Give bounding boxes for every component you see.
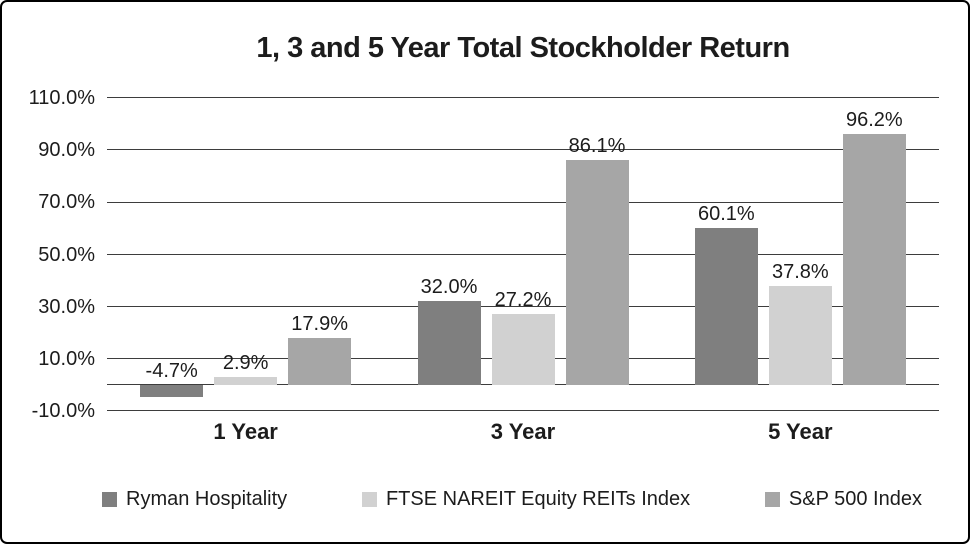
bar-s-p-500-index-1-year xyxy=(288,338,352,385)
value-label-s-p-500-index-5-year: 96.2% xyxy=(845,108,903,131)
bar-ftse-nareit-equity-reits-index-3-year xyxy=(491,313,555,385)
chart-title: 1, 3 and 5 Year Total Stockholder Return xyxy=(256,32,790,64)
y-tick-label: 90.0% xyxy=(38,139,95,162)
value-label-ryman-hospitality-3-year: 32.0% xyxy=(420,276,478,299)
value-label-ryman-hospitality-5-year: 60.1% xyxy=(697,203,755,226)
gridline xyxy=(107,305,939,307)
bar-ryman-hospitality-5-year xyxy=(694,228,758,385)
legend-label: Ryman Hospitality xyxy=(126,488,288,510)
gridline xyxy=(107,149,939,151)
bar-ftse-nareit-equity-reits-index-1-year xyxy=(214,377,278,385)
legend-item-ryman-hospitality: Ryman Hospitality xyxy=(102,487,287,511)
legend-item-s-p-500-index: S&P 500 Index xyxy=(764,487,922,511)
category-label-5-year: 5 Year xyxy=(768,419,833,444)
y-tick-label: -10.0% xyxy=(31,400,95,422)
bar-s-p-500-index-5-year xyxy=(842,133,906,385)
value-label-ftse-nareit-equity-reits-index-3-year: 27.2% xyxy=(494,288,552,311)
bar-ryman-hospitality-1-year xyxy=(140,384,204,398)
legend-swatch-icon xyxy=(102,491,117,507)
value-label-s-p-500-index-3-year: 86.1% xyxy=(568,135,626,158)
gridline xyxy=(107,253,939,255)
legend: Ryman Hospitality FTSE NAREIT Equity REIT… xyxy=(102,487,922,511)
bar-ryman-hospitality-3-year xyxy=(417,301,481,385)
legend-swatch-icon xyxy=(361,491,377,507)
legend-swatch-icon xyxy=(764,491,780,507)
y-tick-label: 30.0% xyxy=(38,295,95,318)
bar-s-p-500-index-3-year xyxy=(565,160,629,385)
y-tick-label: 70.0% xyxy=(38,191,95,214)
value-label-ftse-nareit-equity-reits-index-1-year: 2.9% xyxy=(222,352,269,375)
gridline xyxy=(107,201,939,203)
gridline xyxy=(107,97,939,99)
y-tick-label: 110.0% xyxy=(28,87,95,109)
y-tick-label: 50.0% xyxy=(38,243,95,266)
y-tick-label: 10.0% xyxy=(38,347,95,370)
legend-label: FTSE NAREIT Equity REITs Index xyxy=(385,488,691,510)
value-label-s-p-500-index-1-year: 17.9% xyxy=(291,313,349,336)
bar-ftse-nareit-equity-reits-index-5-year xyxy=(768,286,832,385)
gridline xyxy=(107,410,939,412)
value-label-ftse-nareit-equity-reits-index-5-year: 37.8% xyxy=(771,261,829,284)
category-label-3-year: 3 Year xyxy=(490,419,556,444)
legend-label: S&P 500 Index xyxy=(788,488,922,510)
legend-item-ftse-nareit-equity-reits-index: FTSE NAREIT Equity REITs Index xyxy=(361,487,691,511)
category-label-1-year: 1 Year xyxy=(213,419,278,444)
value-label-ryman-hospitality-1-year: -4.7% xyxy=(145,359,198,382)
